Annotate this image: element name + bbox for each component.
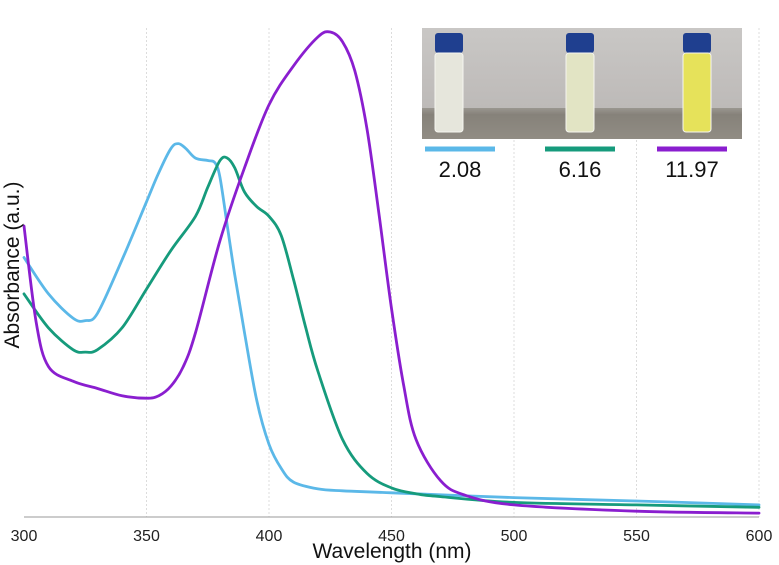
x-tick-label-400: 400: [256, 528, 283, 545]
x-tick-label-450: 450: [378, 528, 405, 545]
vials: [434, 33, 712, 133]
x-axis-label: Wavelength (nm): [312, 540, 471, 563]
vial-1: [434, 33, 464, 133]
vial-cap-2: [566, 33, 594, 53]
legend-label-2: 6.16: [559, 157, 602, 182]
y-axis-label: Absorbance (a.u.): [1, 182, 24, 349]
legend-label-1: 2.08: [439, 157, 482, 182]
vial-3: [682, 33, 712, 133]
legend: 2.08 6.16 11.97: [425, 146, 727, 182]
vial-body-2: [565, 52, 595, 133]
series-line-1: [22, 142, 761, 507]
series-lines: [22, 30, 761, 515]
x-tick-label-500: 500: [501, 528, 528, 545]
series-line-3: [22, 30, 761, 515]
x-tick-label-300: 300: [11, 528, 38, 545]
x-tick-labels: 300 350 400 450 500 550 600: [11, 528, 773, 545]
x-tick-label-350: 350: [133, 528, 160, 545]
series-line-2: [22, 155, 761, 509]
vial-body-3: [682, 52, 712, 133]
vial-2: [565, 33, 595, 133]
legend-label-3: 11.97: [665, 157, 718, 182]
vials-photo-inset: [422, 28, 742, 139]
vial-body-1: [434, 52, 464, 133]
vial-cap-3: [683, 33, 711, 53]
x-tick-label-600: 600: [746, 528, 773, 545]
vial-cap-1: [435, 33, 463, 53]
x-tick-label-550: 550: [623, 528, 650, 545]
